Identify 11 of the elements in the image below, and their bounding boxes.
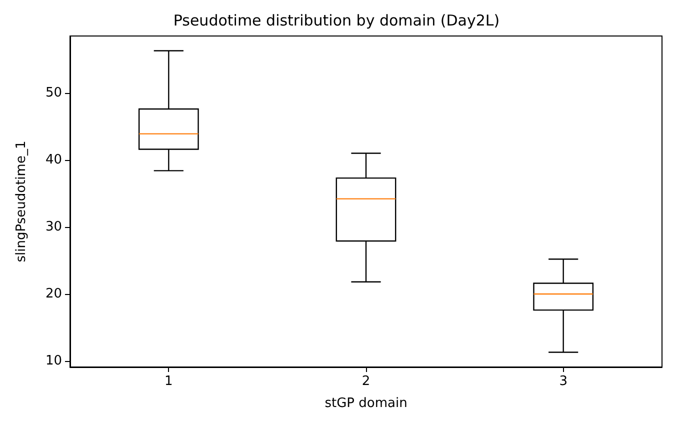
x-tick-label: 3 [559,374,568,389]
y-tick-label: 20 [45,286,62,302]
y-tick-label: 50 [45,85,62,100]
y-tick-label: 40 [45,152,62,168]
y-tick-label: 10 [45,353,62,368]
y-axis-title: slingPseudotime_1 [14,140,29,262]
x-tick-label: 2 [362,374,370,389]
chart-title: Pseudotime distribution by domain (Day2L) [173,12,500,30]
y-tick-label: 30 [45,219,62,234]
x-tick-label: 1 [164,374,173,389]
x-axis-title: stGP domain [324,396,408,411]
